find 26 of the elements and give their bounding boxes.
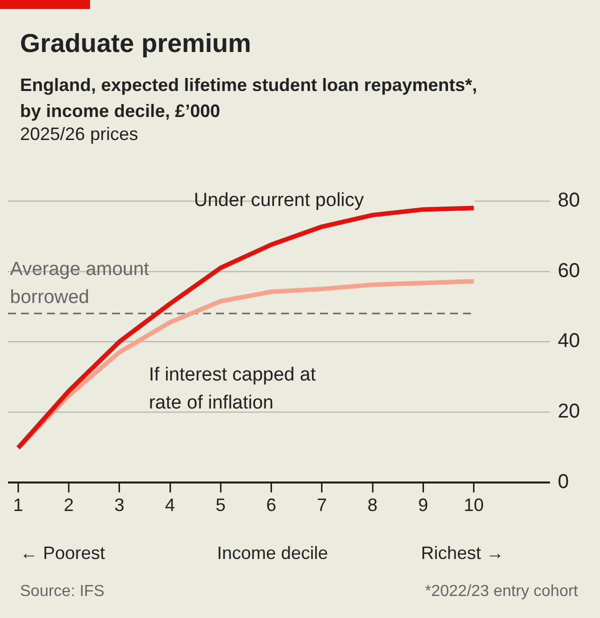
x-tick-label: 10 — [464, 495, 484, 516]
x-tick-label: 4 — [165, 495, 176, 516]
y-tick-label: 60 — [558, 260, 580, 282]
x-axis-title: Income decile — [216, 543, 328, 563]
y-tick-label: 80 — [558, 190, 580, 212]
x-tick-label: 5 — [216, 495, 226, 516]
x-tick-label: 6 — [266, 495, 276, 516]
y-tick-label: 20 — [558, 400, 580, 423]
series-label: If interest capped at rate of inflation — [148, 364, 316, 414]
ref-line-label: Average amount borrowed — [10, 258, 150, 308]
y-tick-label: 0 — [558, 470, 569, 493]
x-tick-label: 1 — [13, 495, 24, 516]
x-tick-label: 9 — [418, 495, 428, 516]
x-tick-label: 3 — [114, 495, 124, 516]
chart-subtitle: England, expected lifetime student loan repayments*, by income decile, £’000 — [20, 74, 478, 123]
text: 2025/26 prices — [20, 124, 138, 145]
series-label: Under current policy — [194, 190, 364, 212]
source-note: Source: IFS — [20, 583, 104, 601]
text: Richest → — [420, 543, 504, 564]
chart-title: Graduate premium — [20, 28, 252, 59]
x-tick-label: 2 — [64, 495, 74, 516]
x-tick-label: 8 — [368, 495, 378, 516]
x-tick-label: 7 — [316, 495, 327, 516]
text: ← Poorest — [20, 543, 106, 564]
text: *2022/23 entry cohort — [425, 583, 578, 601]
y-tick-label: 40 — [558, 330, 580, 352]
